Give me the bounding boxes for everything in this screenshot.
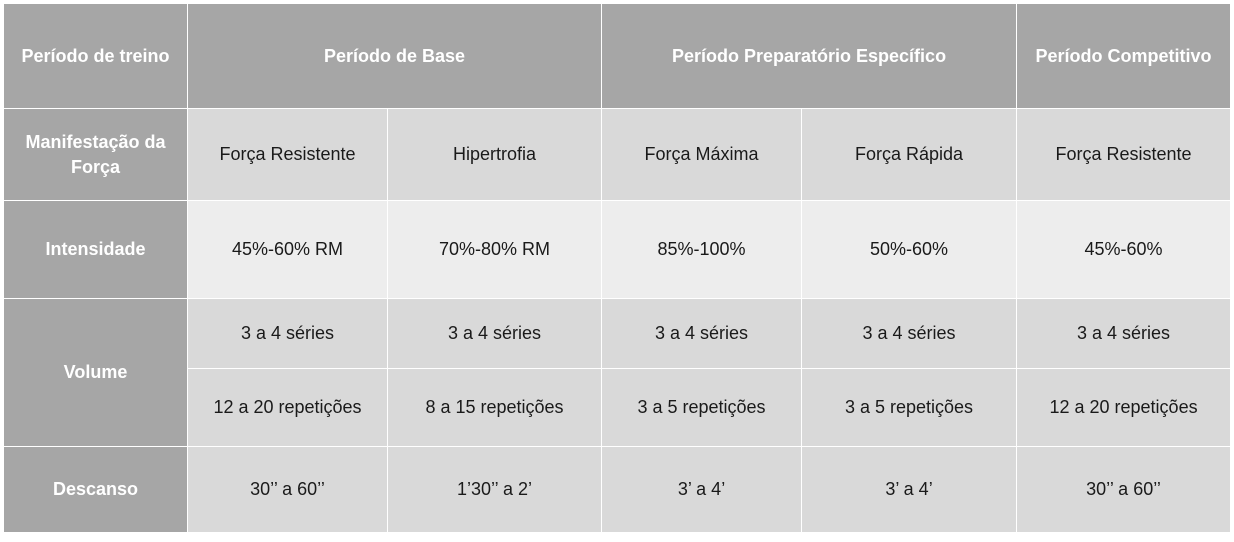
- row-label-volume: Volume: [3, 298, 188, 447]
- row-volume-series: Volume 3 a 4 séries 3 a 4 séries 3 a 4 s…: [3, 298, 1232, 447]
- header-row: Período de treino Período de Base Períod…: [3, 3, 1232, 109]
- table-cell: Hipertrofia: [386, 108, 603, 201]
- table-cell: 85%-100%: [601, 200, 803, 299]
- training-periods-table: Período de treino Período de Base Períod…: [3, 3, 1232, 533]
- table-cell: 8 a 15 repetições: [386, 368, 603, 447]
- table-cell: 3’ a 4’: [601, 446, 803, 533]
- header-periodo-preparatorio: Período Preparatório Específico: [601, 3, 1018, 109]
- row-intensidade: Intensidade 45%-60% RM 70%-80% RM 85%-10…: [3, 200, 1232, 299]
- table-cell: 3 a 4 séries: [187, 298, 388, 369]
- table-cell: 1’30’’ a 2’: [386, 446, 603, 533]
- row-label-descanso: Descanso: [3, 446, 188, 533]
- table-cell: 50%-60%: [801, 200, 1018, 299]
- table-cell: Força Resistente: [187, 108, 388, 201]
- row-label-manifestacao: Manifestação da Força: [3, 108, 188, 201]
- table-cell: Força Resistente: [1016, 108, 1232, 201]
- table-cell: Força Máxima: [601, 108, 803, 201]
- table-cell: 45%-60%: [1016, 200, 1232, 299]
- table-cell: 30’’ a 60’’: [187, 446, 388, 533]
- table-cell: 3 a 5 repetições: [801, 368, 1018, 447]
- table-cell: 70%-80% RM: [386, 200, 603, 299]
- table-cell: 3 a 4 séries: [801, 298, 1018, 369]
- table-cell: 3 a 4 séries: [386, 298, 603, 369]
- row-descanso: Descanso 30’’ a 60’’ 1’30’’ a 2’ 3’ a 4’…: [3, 446, 1232, 533]
- header-periodo-base: Período de Base: [186, 3, 603, 109]
- table-cell: 3 a 4 séries: [601, 298, 803, 369]
- table-cell: 12 a 20 repetições: [187, 368, 388, 447]
- row-volume-repeticoes: 12 a 20 repetições 8 a 15 repetições 3 a…: [4, 368, 1232, 447]
- table-cell: 45%-60% RM: [187, 200, 388, 299]
- row-label-intensidade: Intensidade: [3, 200, 188, 299]
- table-cell: 12 a 20 repetições: [1016, 368, 1232, 447]
- table-cell: 30’’ a 60’’: [1016, 446, 1232, 533]
- row-manifestacao: Manifestação da Força Força Resistente H…: [3, 108, 1232, 201]
- header-periodo-competitivo: Período Competitivo: [1016, 3, 1232, 109]
- table-cell: 3’ a 4’: [801, 446, 1018, 533]
- training-table-container: Período de treino Período de Base Períod…: [3, 3, 1232, 533]
- header-periodo-treino: Período de treino: [3, 3, 188, 109]
- table-cell: 3 a 4 séries: [1016, 298, 1232, 369]
- table-cell: Força Rápida: [801, 108, 1018, 201]
- table-cell: 3 a 5 repetições: [601, 368, 803, 447]
